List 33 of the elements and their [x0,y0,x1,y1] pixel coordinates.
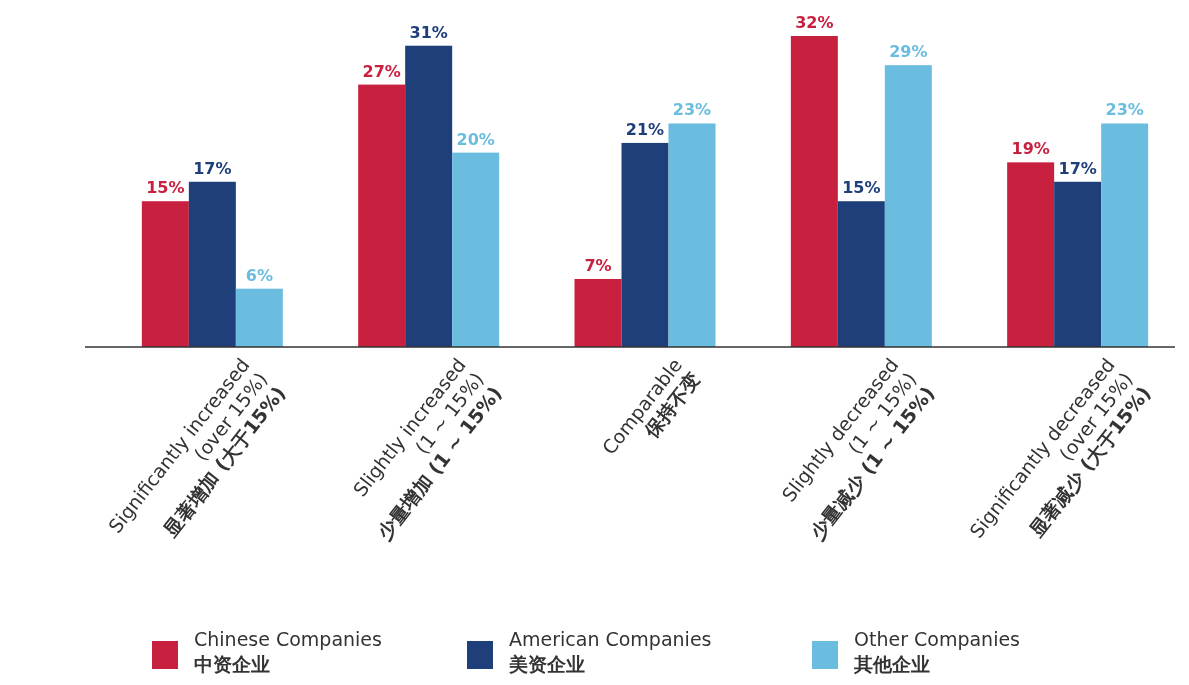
bar [1007,162,1055,347]
data-label: 21% [625,119,665,139]
bar [790,36,838,347]
bar [837,201,885,347]
legend-label: Other Companies 其他企业 [853,628,1020,675]
bar [668,123,716,347]
data-label: 19% [1011,139,1050,159]
data-label: 15% [842,178,881,198]
data-label: 17% [1058,158,1097,178]
legend-label: Chinese Companies 中资企业 [194,628,382,675]
bar [405,45,453,347]
bar [1054,181,1102,347]
data-label: 29% [889,42,928,62]
data-label: 32% [795,13,834,32]
data-label: 23% [1105,100,1144,120]
data-label: 7% [584,255,612,275]
legend-label: American Companies 美资企业 [508,628,712,675]
bar [1101,123,1149,347]
bar [235,288,283,347]
bar [574,278,622,347]
data-label: 31% [409,22,448,42]
data-label: 6% [245,265,273,285]
bar [621,142,669,347]
bar [452,152,500,347]
data-label: 20% [456,129,495,149]
bar [358,84,406,347]
data-label: 27% [362,61,401,81]
data-label: 17% [193,158,232,178]
data-label: 15% [146,178,185,198]
bar [884,65,932,347]
bar [188,181,236,347]
bar [141,201,189,347]
data-label: 23% [672,100,712,120]
